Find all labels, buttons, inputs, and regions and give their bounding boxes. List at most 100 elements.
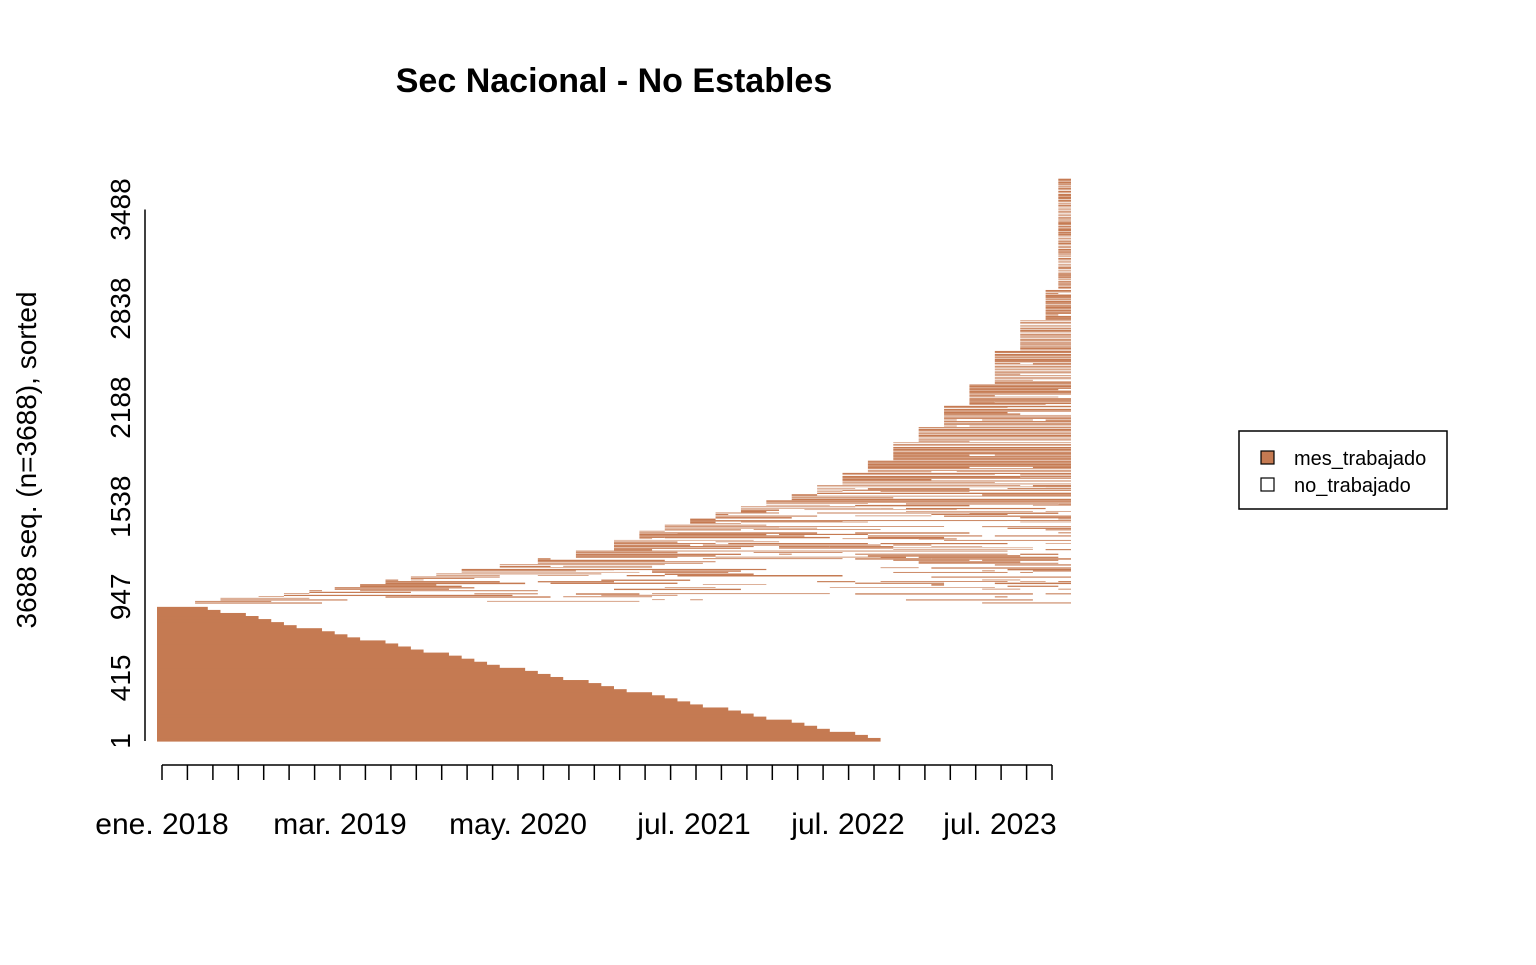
sequence-band bbox=[436, 573, 602, 575]
sequence-band bbox=[1020, 326, 1071, 328]
sequence-band bbox=[537, 575, 589, 576]
sequence-band bbox=[855, 582, 945, 584]
sequence-band bbox=[1058, 184, 1071, 186]
sequence-band bbox=[944, 418, 1071, 419]
sequence-band bbox=[893, 549, 1033, 550]
sequence-band bbox=[994, 382, 1071, 384]
sequence-band bbox=[1032, 504, 1071, 506]
legend-label-no-trabajado: no_trabajado bbox=[1294, 475, 1411, 497]
sequence-band bbox=[410, 579, 424, 581]
sequence-band bbox=[677, 532, 818, 534]
sequence-band bbox=[157, 737, 881, 742]
sequence-band bbox=[385, 581, 500, 583]
sequence-band bbox=[1058, 195, 1071, 197]
sequence-band bbox=[461, 568, 614, 571]
sequence-band bbox=[1058, 232, 1071, 234]
y-axis: 1 415 947 1538 2188 2838 3488 bbox=[105, 178, 146, 749]
sequence-band bbox=[867, 471, 932, 473]
sequence-band bbox=[385, 579, 399, 581]
x-tick-label: jul. 2022 bbox=[790, 808, 904, 841]
sequence-band bbox=[690, 520, 843, 522]
sequence-band bbox=[1020, 328, 1071, 329]
sequence-band bbox=[1058, 503, 1071, 505]
sequence-band bbox=[855, 532, 970, 534]
sequence-band bbox=[664, 573, 754, 575]
sequence-band bbox=[690, 521, 716, 524]
sequence-band bbox=[1058, 248, 1071, 251]
sequence-band bbox=[157, 631, 335, 635]
sequence-band bbox=[410, 578, 475, 579]
sequence-band bbox=[1020, 340, 1071, 342]
sequence-band bbox=[157, 622, 284, 626]
sequence-band bbox=[931, 567, 1071, 569]
sequence-band bbox=[1058, 218, 1071, 220]
sequence-band bbox=[969, 425, 1071, 427]
x-axis: ene. 2018 mar. 2019 may. 2020 jul. 2021 jul.… bbox=[95, 764, 1057, 841]
sequence-band bbox=[893, 547, 1033, 549]
sequence-band bbox=[1045, 314, 1059, 316]
sequence-band bbox=[1058, 259, 1071, 261]
sequence-band bbox=[918, 562, 1059, 564]
sequence-band bbox=[855, 515, 932, 517]
sequence-band bbox=[1058, 581, 1071, 583]
sequence-band bbox=[969, 384, 1071, 386]
sequence-band bbox=[677, 575, 843, 577]
sequence-band bbox=[867, 535, 983, 537]
sequence-band bbox=[994, 361, 1071, 363]
sequence-band bbox=[309, 591, 411, 593]
sequence-band bbox=[157, 625, 297, 629]
sequence-band bbox=[157, 673, 551, 678]
sequence-band bbox=[1058, 207, 1071, 209]
sequence-band bbox=[575, 553, 741, 555]
sequence-band bbox=[157, 606, 208, 611]
sequence-band bbox=[944, 422, 1071, 424]
sequence-band bbox=[157, 722, 805, 727]
sequence-band bbox=[360, 590, 538, 592]
sequence-band bbox=[1045, 289, 1071, 292]
sequence-band bbox=[855, 504, 970, 507]
sequence-band bbox=[994, 379, 1033, 381]
sequence-band bbox=[918, 439, 1071, 441]
sequence-band bbox=[1032, 363, 1071, 365]
sequence-band bbox=[969, 389, 1059, 391]
sequence-band bbox=[944, 421, 1071, 422]
x-tick-label: may. 2020 bbox=[449, 808, 587, 841]
sequence-band bbox=[842, 482, 995, 483]
sequence-band bbox=[842, 489, 1071, 491]
sequence-band bbox=[1058, 225, 1071, 227]
sequence-band bbox=[867, 460, 1071, 462]
sequence-band bbox=[817, 492, 1071, 494]
sequence-band bbox=[893, 571, 1008, 573]
sequence-band bbox=[537, 562, 703, 564]
sequence-band bbox=[1045, 510, 1071, 512]
sequence-band bbox=[779, 546, 830, 548]
sequence-band bbox=[360, 585, 462, 588]
sequence-band bbox=[1045, 308, 1071, 310]
sequence-band bbox=[537, 581, 614, 583]
sequence-band bbox=[1045, 300, 1071, 302]
sequence-band bbox=[969, 396, 1059, 398]
sequence-band bbox=[867, 536, 945, 539]
sequence-band bbox=[1058, 261, 1071, 262]
sequence-band bbox=[766, 503, 868, 504]
sequence-band bbox=[893, 451, 1071, 453]
sequence-band bbox=[1007, 488, 1071, 490]
y-tick-label: 1 bbox=[105, 733, 136, 749]
sequence-band bbox=[1058, 280, 1071, 282]
sequence-band bbox=[1020, 335, 1071, 337]
sequence-band bbox=[1020, 553, 1059, 555]
sequence-band bbox=[842, 483, 1071, 485]
sequence-band bbox=[1020, 474, 1071, 476]
sequence-band bbox=[880, 581, 1008, 582]
sequence-band bbox=[1058, 270, 1071, 271]
sequence-band bbox=[1058, 265, 1071, 267]
sequence-band bbox=[664, 587, 716, 588]
sequence-band bbox=[1045, 306, 1071, 309]
sequence-band bbox=[880, 547, 894, 549]
sequence-band bbox=[994, 363, 1021, 365]
sequence-band bbox=[918, 430, 1071, 432]
sequence-band bbox=[639, 538, 653, 540]
sequence-band bbox=[575, 555, 716, 557]
sequence-band bbox=[575, 552, 678, 554]
y-tick-label: 2838 bbox=[105, 277, 136, 339]
